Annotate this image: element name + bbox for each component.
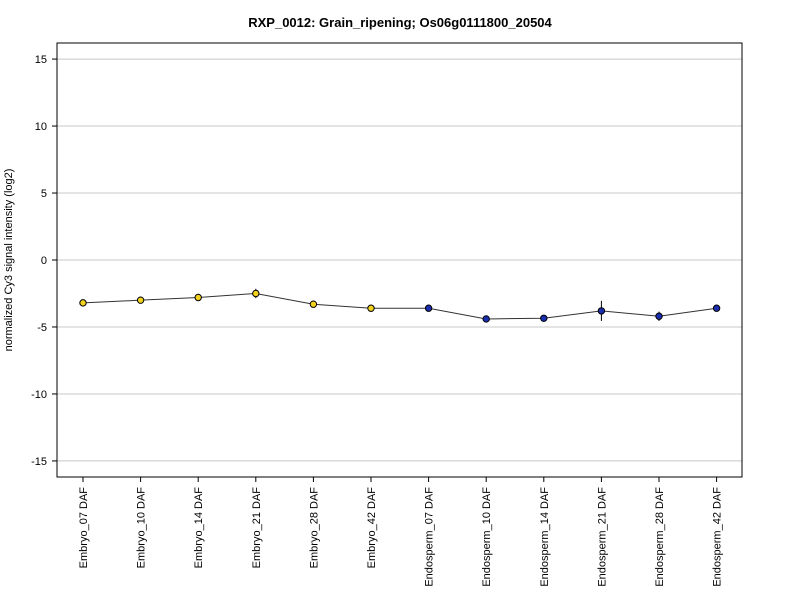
data-point	[79, 299, 87, 307]
x-tick-label: Endosperm_21 DAF	[596, 487, 608, 587]
y-tick-label: 15	[35, 54, 47, 66]
data-point	[482, 315, 490, 323]
chart-title: RXP_0012: Grain_ripening; Os06g0111800_2…	[248, 15, 552, 30]
y-tick-label: 5	[41, 188, 47, 200]
y-tick-label: 0	[41, 255, 47, 267]
y-tick-label: -15	[31, 456, 47, 468]
x-axis: Embryo_07 DAF Embryo_10 DAF Embryo_14 DAF E…	[78, 477, 724, 587]
data-point	[655, 312, 663, 320]
x-tick-label: Embryo_21 DAF	[251, 487, 263, 569]
x-tick-label: Embryo_07 DAF	[78, 487, 90, 569]
series-line	[82, 292, 717, 320]
y-tick-label: -5	[37, 322, 47, 334]
data-point	[540, 314, 548, 322]
y-tick-label: -10	[31, 389, 47, 401]
y-axis: 15 10 5 0 -5 -10 -15	[31, 54, 57, 468]
data-point	[712, 304, 721, 312]
data-point	[136, 296, 145, 304]
series	[79, 288, 721, 323]
x-tick-label: Embryo_10 DAF	[136, 487, 148, 569]
x-tick-label: Endosperm_28 DAF	[654, 487, 666, 587]
x-tick-label: Endosperm_14 DAF	[539, 487, 551, 587]
y-tick-label: 10	[35, 121, 47, 133]
grid-lines	[57, 58, 742, 462]
data-point	[194, 293, 202, 302]
x-tick-label: Embryo_42 DAF	[366, 487, 378, 569]
y-axis-title: normalized Cy3 signal intensity (log2)	[3, 169, 15, 352]
data-point	[424, 304, 433, 312]
x-tick-label: Embryo_28 DAF	[308, 487, 320, 569]
x-tick-label: Embryo_14 DAF	[193, 487, 205, 569]
data-point	[597, 307, 606, 315]
data-point	[309, 300, 318, 308]
x-tick-label: Endosperm_42 DAF	[712, 487, 724, 587]
data-point	[252, 289, 260, 298]
data-point	[367, 304, 375, 312]
x-tick-label: Endosperm_07 DAF	[424, 487, 436, 587]
x-tick-label: Endosperm_10 DAF	[481, 487, 493, 587]
